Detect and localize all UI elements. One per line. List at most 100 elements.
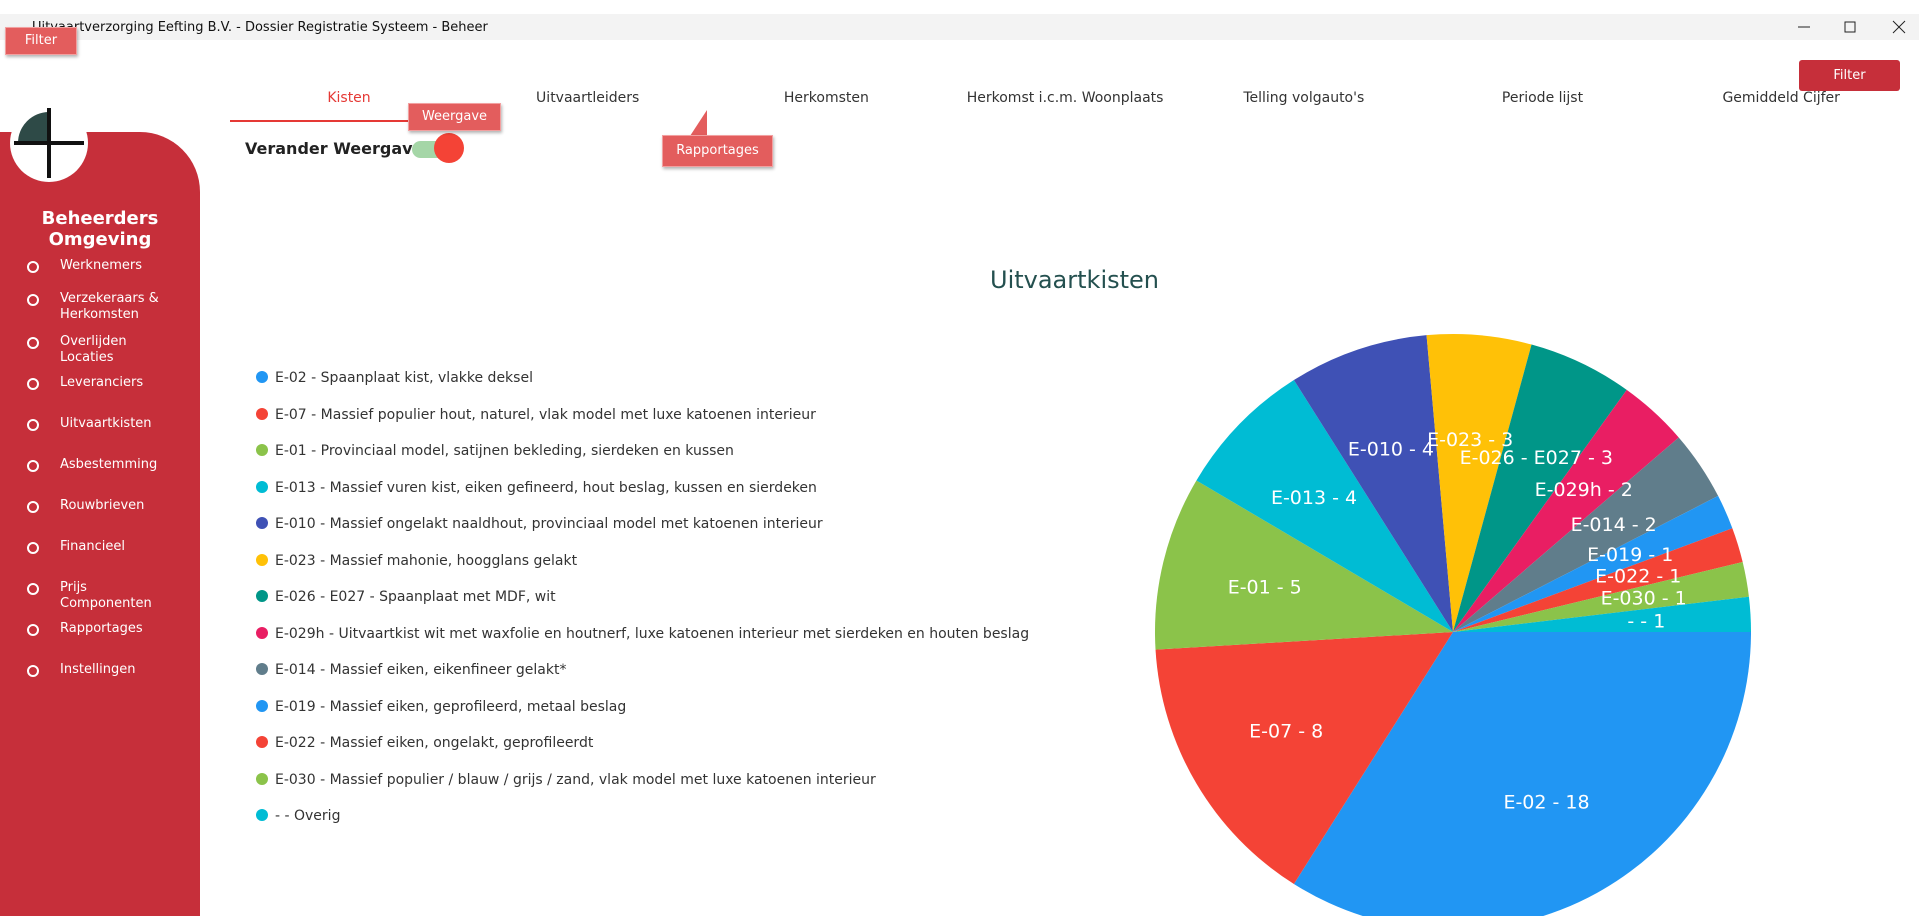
legend-dot: [256, 517, 268, 529]
legend-label: E-013 - Massief vuren kist, eiken gefine…: [275, 479, 817, 496]
legend-label: E-029h - Uitvaartkist wit met waxfolie e…: [275, 625, 1030, 642]
legend-item: E-019 - Massief eiken, geprofileerd, met…: [256, 699, 626, 715]
slice-label: E-023 - 3: [1427, 429, 1513, 451]
tab[interactable]: Uitvaartleiders: [536, 90, 640, 106]
sidebar-heading: Beheerders Omgeving: [41, 208, 159, 250]
legend-label: E-030 - Massief populier / blauw / grijs…: [275, 771, 876, 788]
tab[interactable]: Gemiddeld Cijfer: [1722, 90, 1840, 106]
legend-dot: [256, 590, 268, 602]
pie-slice: [1293, 335, 1453, 632]
legend-dot: [256, 736, 268, 748]
pie-slice: [1453, 437, 1719, 632]
menu-item[interactable]: Overlijden Locaties: [60, 334, 127, 365]
slice-label: E-022 - 1: [1595, 565, 1681, 587]
legend-dot: [256, 371, 268, 383]
menu-icon: [27, 337, 39, 349]
menu-item[interactable]: Instellingen: [60, 662, 136, 677]
slice-label: E-010 - 4: [1348, 439, 1434, 461]
menu-item[interactable]: Financieel: [60, 539, 125, 554]
legend-label: E-010 - Massief ongelakt naaldhout, prov…: [275, 516, 823, 532]
slice-label: E-019 - 1: [1587, 544, 1673, 566]
window-title: Uitvaartverzorging Eefting B.V. - Dossie…: [32, 20, 488, 35]
legend-label: - - Overig: [275, 808, 341, 824]
legend-item: E-02 - Spaanplaat kist, vlakke deksel: [256, 370, 533, 386]
tab-underline: [230, 120, 470, 122]
legend-label: E-019 - Massief eiken, geprofileerd, met…: [275, 698, 627, 715]
legend-dot: [256, 772, 268, 785]
tab[interactable]: Herkomsten: [783, 90, 869, 106]
legend-dot: [256, 480, 268, 493]
legend-item: E-01 - Provinciaal model, satijnen bekle…: [256, 443, 734, 459]
menu-item[interactable]: Verzekeraars & Herkomsten: [60, 291, 159, 322]
window-controls[interactable]: [1790, 16, 1910, 38]
legend-item: E-030 - Massief populier / blauw / grijs…: [256, 772, 876, 788]
menu-item[interactable]: Werknemers: [60, 258, 142, 273]
menu-icon: [27, 460, 39, 472]
menu-icon: [27, 261, 39, 273]
pie-slice: [1453, 596, 1751, 632]
legend-item: E-023 - Massief mahonie, hoogglans gelak…: [256, 553, 577, 569]
pie-slice: [1155, 480, 1453, 650]
legend-item: E-013 - Massief vuren kist, eiken gefine…: [256, 480, 817, 496]
legend-dot: [256, 407, 268, 420]
title-bar: [0, 14, 1919, 40]
legend-dot: [256, 699, 268, 712]
legend-dot: [256, 444, 268, 456]
filter-button[interactable]: Filter: [1799, 60, 1900, 91]
tooltip: Rapportages: [662, 135, 773, 167]
menu-icon: [27, 583, 39, 595]
legend-dot: [256, 626, 268, 639]
tab[interactable]: Herkomst i.c.m. Woonplaats: [966, 90, 1164, 106]
legend-item: E-029h - Uitvaartkist wit met waxfolie e…: [256, 626, 1029, 642]
slice-label: E-014 - 2: [1571, 514, 1657, 536]
slice-label: E-07 - 8: [1249, 721, 1323, 743]
chart-title: Uitvaartkisten: [990, 266, 1159, 294]
legend-label: E-02 - Spaanplaat kist, vlakke deksel: [275, 370, 533, 386]
pie-slice: [1453, 495, 1733, 632]
menu-icon: [27, 624, 39, 636]
menu-item[interactable]: Rapportages: [60, 621, 143, 636]
pie-slice: [1453, 389, 1679, 632]
menu-icon: [27, 665, 39, 677]
menu-icon: [27, 378, 39, 390]
slice-label: - - 1: [1627, 611, 1665, 633]
pie-chart: E-02 - 18 E-07 - 8 E-01 - 5 E-013 - 4 E-010 …: [1155, 334, 1751, 916]
tab[interactable]: Periode lijst: [1501, 90, 1584, 106]
slice-label: E-01 - 5: [1228, 577, 1302, 599]
legend-label: E-022 - Massief eiken, ongelakt, geprofi…: [275, 735, 594, 751]
pie-slice: [1453, 562, 1749, 632]
tooltip-pointer: [690, 110, 707, 136]
menu-item[interactable]: Uitvaartkisten: [60, 416, 152, 431]
menu-item[interactable]: Asbestemming: [60, 457, 158, 472]
slice-label: E-013 - 4: [1271, 487, 1357, 509]
menu-icon: [27, 542, 39, 554]
pie-slice: [1155, 632, 1453, 884]
menu-item[interactable]: Leveranciers: [60, 375, 144, 390]
slice-label: E-02 - 18: [1503, 792, 1589, 814]
legend-item: E-014 - Massief eiken, eikenfineer gelak…: [256, 662, 566, 678]
tab[interactable]: Kisten: [327, 90, 371, 106]
toggle-label: Verander Weergave: [245, 139, 424, 158]
legend-dot: [256, 663, 268, 675]
legend-label: E-023 - Massief mahonie, hoogglans gelak…: [275, 552, 578, 569]
menu-item[interactable]: Rouwbrieven: [60, 498, 145, 513]
menu-item[interactable]: Prijs Componenten: [60, 580, 152, 611]
legend-label: E-026 - E027 - Spaanplaat met MDF, wit: [275, 589, 556, 605]
tooltip: Filter: [5, 27, 77, 55]
pie-slice: [1453, 344, 1627, 632]
pie-slice: [1196, 380, 1453, 632]
legend-label: E-07 - Massief populier hout, naturel, v…: [275, 406, 816, 423]
pie-slice: [1426, 334, 1532, 632]
legend-item: E-022 - Massief eiken, ongelakt, geprofi…: [256, 735, 593, 751]
pie-slice: [1293, 632, 1751, 916]
tooltip: Weergave: [408, 103, 501, 131]
pie-slice: [1453, 528, 1743, 632]
tab[interactable]: Telling volgauto's: [1243, 90, 1365, 106]
toggle-knob[interactable]: [434, 133, 464, 163]
menu-icon: [27, 501, 39, 513]
legend-dot: [256, 809, 268, 821]
legend-item: E-07 - Massief populier hout, naturel, v…: [256, 407, 816, 423]
legend-label: E-014 - Massief eiken, eikenfineer gelak…: [275, 662, 567, 678]
slice-label: E-030 - 1: [1601, 588, 1687, 610]
